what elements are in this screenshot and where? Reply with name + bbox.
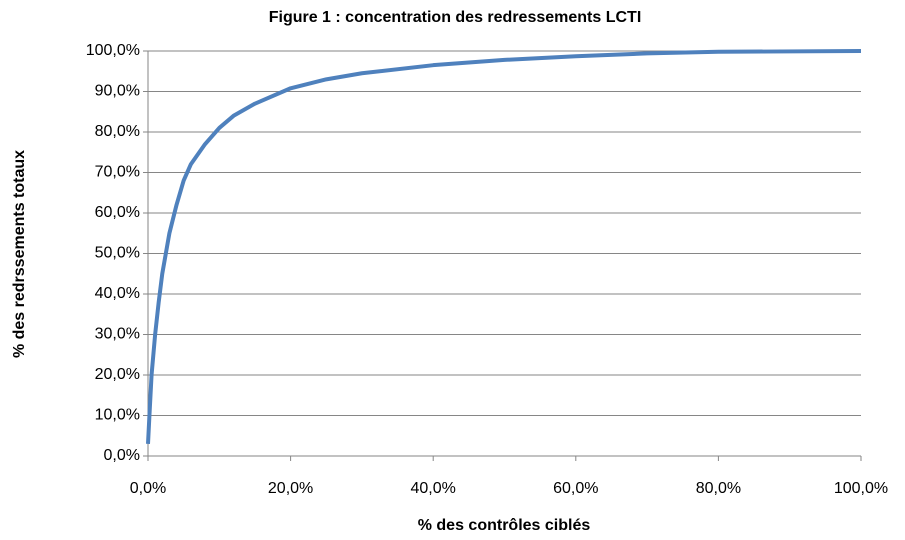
chart-title: Figure 1 : concentration des redressemen… [269,9,642,26]
x-tick-label: 40,0% [411,480,456,497]
line-series [146,49,862,444]
y-tick-label: 60,0% [95,204,140,221]
y-tick-label: 30,0% [95,326,140,343]
x-tick-label: 60,0% [553,480,598,497]
y-tick-label: 20,0% [95,366,140,383]
x-axis-label: % des contrôles ciblés [418,517,591,534]
y-tick-label: 100,0% [86,42,140,59]
y-axis-label: % des redrssements totaux [11,150,28,358]
y-tick-label: 50,0% [95,245,140,262]
x-tick-label: 80,0% [696,480,741,497]
y-tick-label: 10,0% [95,407,140,424]
y-tick-label: 80,0% [95,123,140,140]
y-tick-label: 0,0% [104,447,140,464]
x-tick-label: 100,0% [834,480,888,497]
x-tick-label: 0,0% [130,480,166,497]
y-tick-label: 40,0% [95,285,140,302]
x-tick-label: 20,0% [268,480,313,497]
y-tick-label: 90,0% [95,83,140,100]
y-tick-label: 70,0% [95,164,140,181]
